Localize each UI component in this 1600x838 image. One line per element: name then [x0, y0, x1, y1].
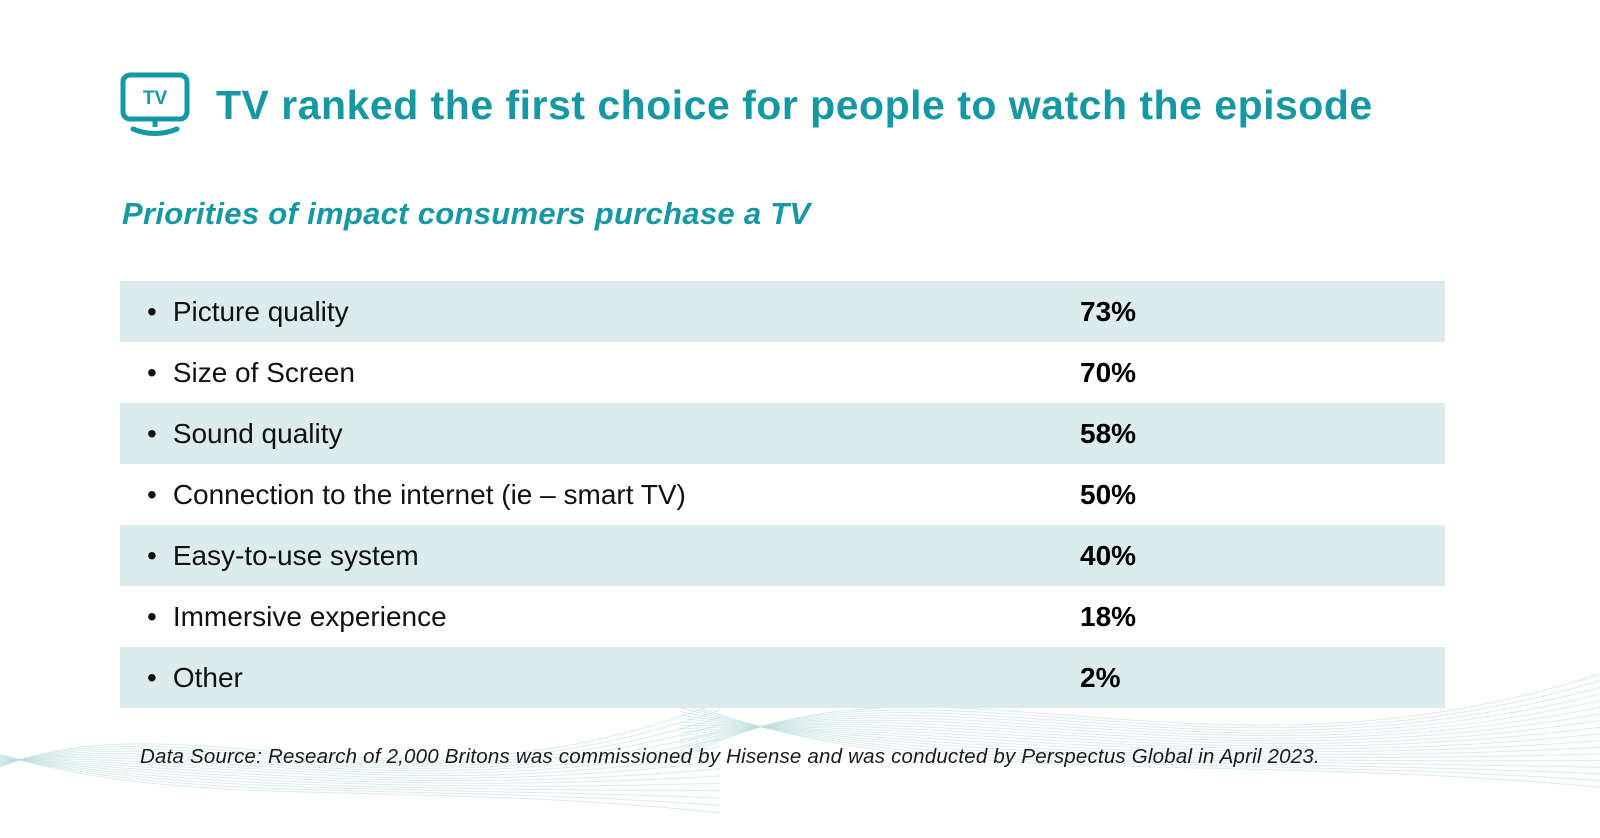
row-label-text: Size of Screen: [172, 356, 355, 388]
bullet-icon: •: [147, 661, 157, 693]
row-value: 18%: [1080, 600, 1137, 632]
svg-text:TV: TV: [143, 88, 168, 109]
page-title: TV ranked the first choice for people to…: [216, 81, 1373, 128]
header: TV TV ranked the first choice for people…: [120, 72, 1373, 138]
priority-table: • Picture quality 73% • Size of Screen 70% • So…: [120, 281, 1445, 708]
row-label: • Other: [120, 662, 1080, 694]
bullet-icon: •: [147, 356, 157, 388]
row-value: 2%: [1080, 661, 1121, 693]
table-row: • Other 2%: [120, 647, 1445, 708]
row-value: 50%: [1080, 478, 1137, 510]
row-label-text: Sound quality: [172, 417, 343, 449]
bullet-icon: •: [147, 539, 157, 571]
row-label-text: Other: [172, 661, 243, 693]
table-row: • Immersive experience 18%: [120, 586, 1445, 647]
row-label: • Connection to the internet (ie – smart …: [120, 479, 1080, 511]
row-label: • Size of Screen: [120, 357, 1080, 389]
bullet-icon: •: [147, 417, 157, 449]
subtitle: Priorities of impact consumers purchase …: [122, 196, 811, 231]
row-value: 70%: [1080, 356, 1137, 388]
row-label-text: Connection to the internet (ie – smart T…: [172, 478, 686, 510]
row-label: • Picture quality: [120, 296, 1080, 328]
table-row: • Connection to the internet (ie – smart …: [120, 464, 1445, 525]
row-label-text: Easy-to-use system: [172, 539, 419, 571]
row-value: 73%: [1080, 295, 1137, 327]
table-row: • Easy-to-use system 40%: [120, 525, 1445, 586]
row-value: 58%: [1080, 417, 1137, 449]
tv-icon: TV: [120, 72, 190, 138]
bullet-icon: •: [147, 295, 157, 327]
row-label: • Immersive experience: [120, 601, 1080, 633]
bullet-icon: •: [147, 478, 157, 510]
table-row: • Size of Screen 70%: [120, 342, 1445, 403]
table-row: • Sound quality 58%: [120, 403, 1445, 464]
row-label-text: Picture quality: [172, 295, 349, 327]
row-value: 40%: [1080, 539, 1137, 571]
row-label-text: Immersive experience: [172, 600, 447, 632]
row-label: • Easy-to-use system: [120, 540, 1080, 572]
table-row: • Picture quality 73%: [120, 281, 1445, 342]
data-source: Data Source: Research of 2,000 Britons w…: [140, 745, 1320, 768]
bullet-icon: •: [147, 600, 157, 632]
row-label: • Sound quality: [120, 418, 1080, 450]
